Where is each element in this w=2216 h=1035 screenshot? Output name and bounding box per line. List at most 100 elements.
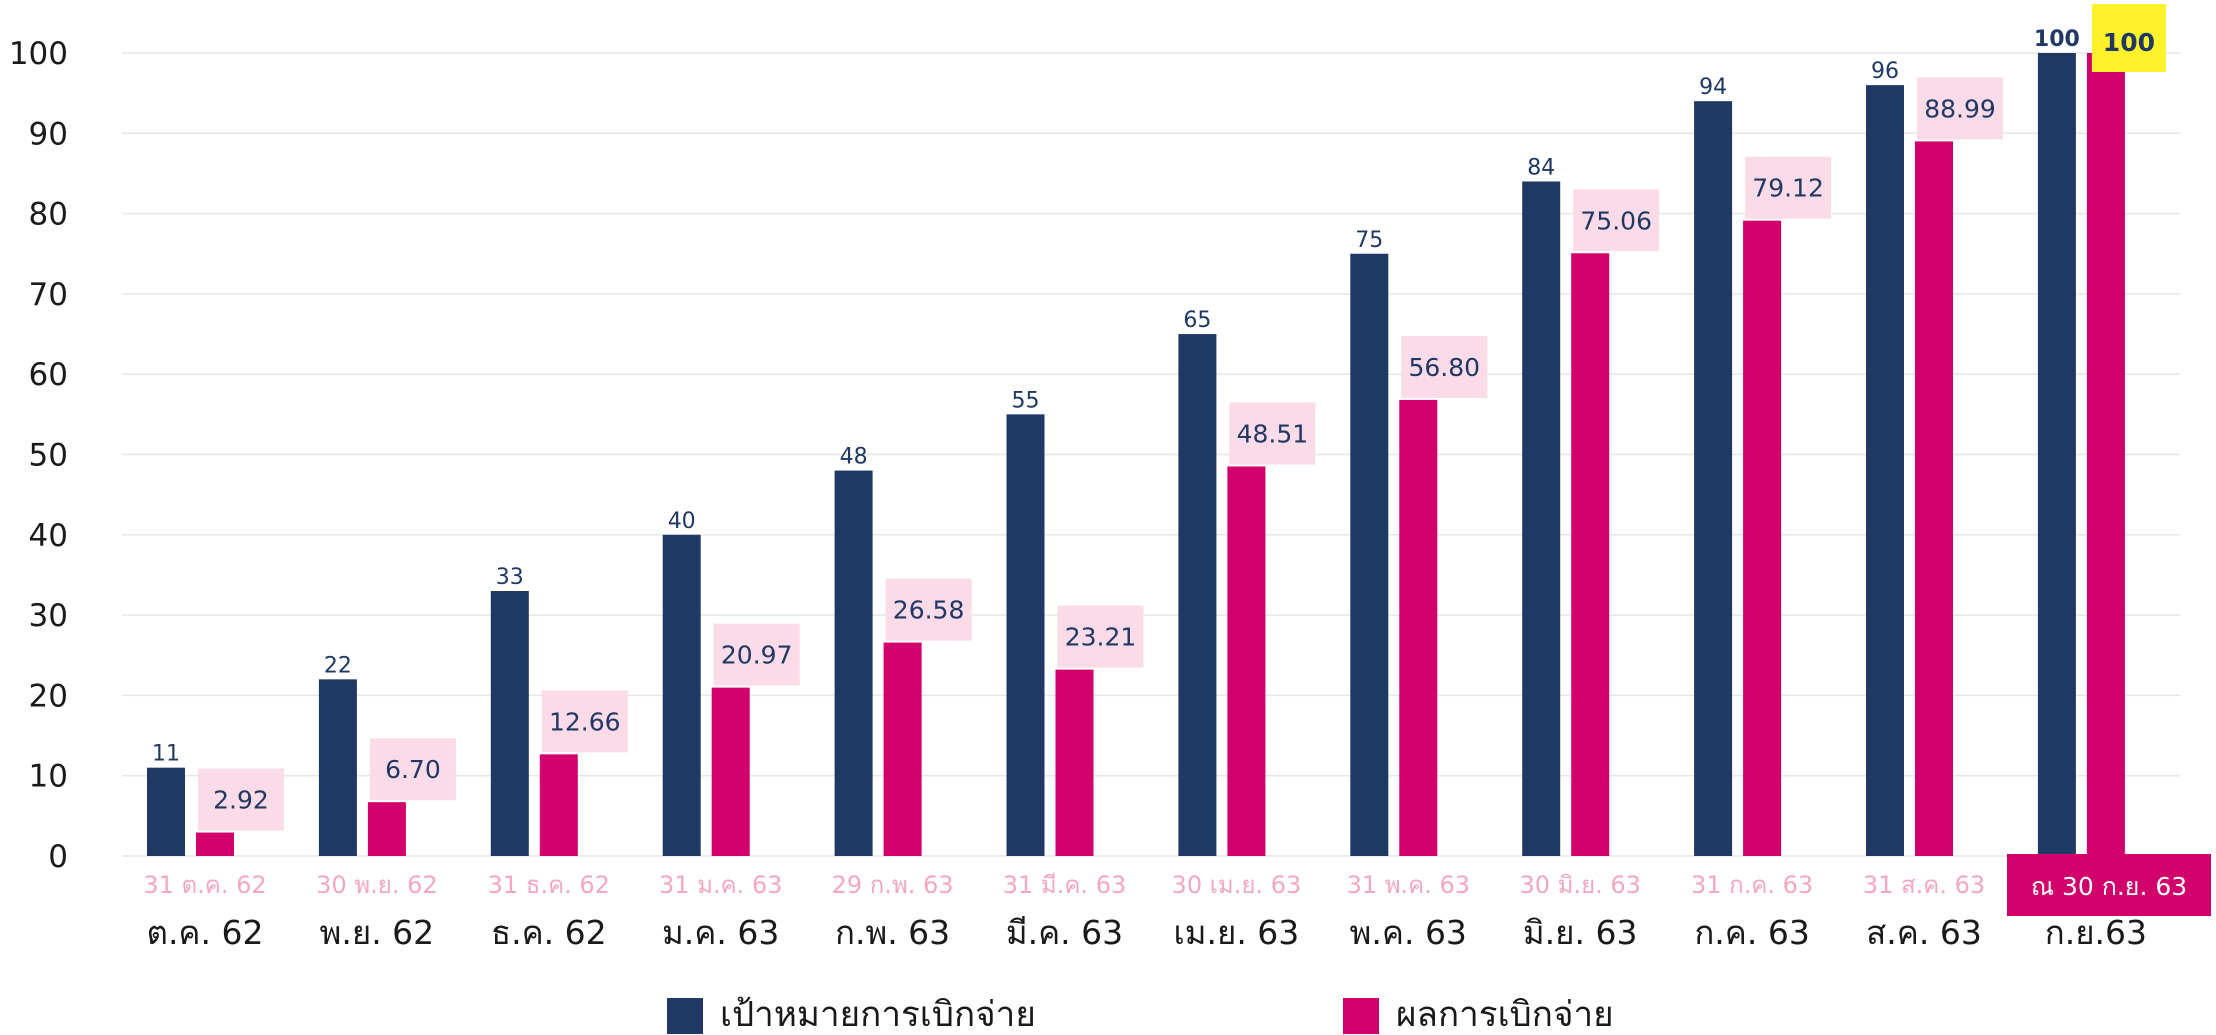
- x-tick-label: ก.พ. 63: [835, 913, 950, 952]
- bar-actual: [1227, 466, 1266, 856]
- bar-actual: [711, 687, 750, 856]
- bar-target: [834, 470, 873, 856]
- x-tick-label: มี.ค. 63: [1006, 913, 1123, 952]
- y-tick-label: 90: [29, 116, 68, 152]
- y-tick-label: 0: [48, 839, 68, 875]
- bar-target: [318, 679, 357, 856]
- data-label-box: [1057, 605, 1144, 668]
- legend-swatch-target: [667, 998, 703, 1034]
- legend-swatch-actual: [1343, 998, 1379, 1034]
- bars: [147, 53, 2125, 857]
- bar-actual: [1055, 669, 1094, 856]
- bar-target: [1522, 181, 1561, 857]
- x-tick-label: ก.ค. 63: [1694, 913, 1810, 952]
- date-label: 31 ธ.ค. 62: [488, 871, 610, 899]
- data-label-actual: 100: [2103, 28, 2155, 57]
- data-label-target: 96: [1871, 59, 1899, 84]
- highlight-label-box: [2091, 4, 2166, 72]
- data-label-box: [1573, 189, 1660, 252]
- legend: เป้าหมายการเบิกจ่าย ผลการเบิกจ่าย: [667, 995, 1614, 1035]
- data-label-box: [713, 623, 800, 686]
- y-tick-label: 100: [9, 36, 68, 72]
- data-label-actual: 6.70: [385, 755, 441, 784]
- data-label-target: 55: [1012, 388, 1040, 413]
- data-label-actual: 20.97: [721, 641, 793, 670]
- bar-actual: [539, 754, 578, 856]
- y-axis: 0 10 20 30 40 50 60 70 80 90 100: [9, 36, 68, 875]
- bar-actual: [1571, 253, 1610, 857]
- date-label: 30 เม.ย. 63: [1172, 871, 1302, 899]
- data-label-actual: 26.58: [893, 596, 965, 625]
- data-label-actual: 88.99: [1924, 94, 1996, 123]
- data-label-box: [1917, 77, 2003, 140]
- grid-lines: [122, 52, 2180, 857]
- date-label: 31 ม.ค. 63: [659, 871, 782, 899]
- date-label: 31 พ.ค. 63: [1347, 871, 1470, 899]
- date-label: 31 ก.ค. 63: [1691, 871, 1813, 899]
- data-label-target: 65: [1183, 308, 1211, 333]
- date-label: 29 ก.พ. 63: [832, 871, 954, 899]
- date-label: ณ 30 ก.ย. 63: [2031, 872, 2187, 901]
- data-label-box: [198, 768, 284, 831]
- y-tick-label: 80: [29, 197, 68, 233]
- data-label-box: [369, 738, 456, 801]
- bar-target: [490, 591, 529, 856]
- data-label-actual: 48.51: [1237, 419, 1309, 448]
- date-label: 30 มิ.ย. 63: [1519, 871, 1640, 899]
- x-axis: 31 ต.ค. 62 ต.ค. 62 30 พ.ย. 62 พ.ย. 62 31 ธ.ค…: [143, 854, 2211, 952]
- x-tick-label: พ.ย. 62: [320, 913, 435, 952]
- bar-actual: [1915, 141, 1953, 857]
- data-label-target: 84: [1527, 155, 1555, 180]
- x-tick-label: มิ.ย. 63: [1523, 913, 1638, 952]
- date-label: 31 ต.ค. 62: [143, 871, 266, 899]
- bar-target: [1866, 85, 1904, 857]
- x-tick-label: ต.ค. 62: [147, 913, 264, 952]
- bar-actual: [1743, 220, 1782, 857]
- bar-actual: [196, 832, 234, 856]
- bar-target: [147, 767, 185, 856]
- data-label-actual: 12.66: [549, 707, 621, 736]
- y-tick-label: 30: [29, 598, 68, 634]
- y-tick-label: 10: [29, 759, 68, 795]
- data-label-actual: 79.12: [1752, 174, 1824, 203]
- data-label-box: [541, 690, 628, 753]
- date-label: 30 พ.ย. 62: [316, 871, 437, 899]
- date-label: 31 ส.ค. 63: [1863, 871, 1985, 899]
- y-tick-label: 50: [29, 438, 68, 474]
- x-tick-label: ก.ย.63: [2045, 913, 2147, 952]
- bar-target: [1350, 253, 1389, 856]
- data-label-target: 100: [2034, 27, 2080, 52]
- legend-label-actual: ผลการเบิกจ่าย: [1396, 995, 1614, 1035]
- data-label-target: 48: [840, 445, 868, 470]
- data-label-box: [885, 578, 972, 641]
- data-label-target: 33: [496, 565, 524, 590]
- y-tick-label: 70: [29, 277, 68, 313]
- data-label-target: 11: [152, 742, 180, 767]
- x-tick-label: ส.ค. 63: [1866, 913, 1982, 952]
- data-label-actual: 2.92: [213, 786, 269, 815]
- y-tick-label: 60: [29, 357, 68, 393]
- value-labels: 11 2.92 22 6.70 33 12.66 40 20.97 48 26.58 55 23.21…: [152, 4, 2166, 831]
- data-label-actual: 75.06: [1580, 206, 1652, 235]
- data-label-target: 94: [1699, 75, 1727, 100]
- x-tick-label: ม.ค. 63: [662, 913, 779, 952]
- data-label-actual: 23.21: [1065, 623, 1137, 652]
- data-label-target: 75: [1355, 228, 1383, 253]
- bar-target: [1694, 101, 1733, 857]
- x-tick-label: เม.ย. 63: [1173, 913, 1299, 952]
- x-tick-label: ธ.ค. 62: [491, 913, 607, 952]
- data-label-target: 22: [324, 653, 352, 678]
- bar-actual: [883, 642, 922, 856]
- legend-label-target: เป้าหมายการเบิกจ่าย: [720, 995, 1036, 1035]
- y-tick-label: 20: [29, 678, 68, 714]
- data-label-box: [1401, 335, 1488, 398]
- bar-target: [662, 534, 701, 856]
- y-tick-label: 40: [29, 518, 68, 554]
- bar-actual: [2086, 53, 2125, 856]
- data-label-target: 40: [668, 509, 696, 534]
- bar-target: [2037, 53, 2076, 856]
- date-label: 31 มี.ค. 63: [1003, 871, 1126, 899]
- bar-actual: [1399, 399, 1438, 856]
- asof-date-box: [2007, 854, 2211, 916]
